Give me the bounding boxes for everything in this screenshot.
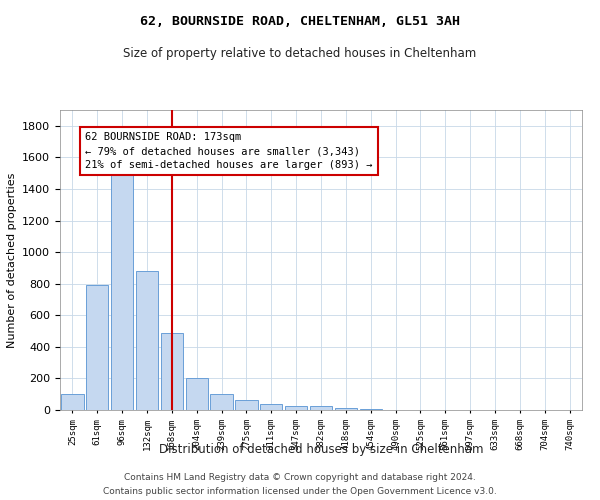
Text: Size of property relative to detached houses in Cheltenham: Size of property relative to detached ho… [124,48,476,60]
Bar [86,286,109,410]
Bar [161,332,183,410]
Y-axis label: Number of detached properties: Number of detached properties [7,172,17,348]
Text: Distribution of detached houses by size in Cheltenham: Distribution of detached houses by size … [159,442,483,456]
Bar [111,173,133,410]
Bar [310,406,332,410]
Bar [136,271,158,410]
Bar [211,394,233,410]
Bar [185,378,208,410]
Bar [335,408,357,410]
Bar [61,394,83,410]
Text: Contains public sector information licensed under the Open Government Licence v3: Contains public sector information licen… [103,488,497,496]
Bar [235,400,257,410]
Bar [359,409,382,410]
Text: 62 BOURNSIDE ROAD: 173sqm
← 79% of detached houses are smaller (3,343)
21% of se: 62 BOURNSIDE ROAD: 173sqm ← 79% of detac… [85,132,373,170]
Text: 62, BOURNSIDE ROAD, CHELTENHAM, GL51 3AH: 62, BOURNSIDE ROAD, CHELTENHAM, GL51 3AH [140,15,460,28]
Bar [260,404,283,410]
Bar [285,406,307,410]
Text: Contains HM Land Registry data © Crown copyright and database right 2024.: Contains HM Land Registry data © Crown c… [124,472,476,482]
